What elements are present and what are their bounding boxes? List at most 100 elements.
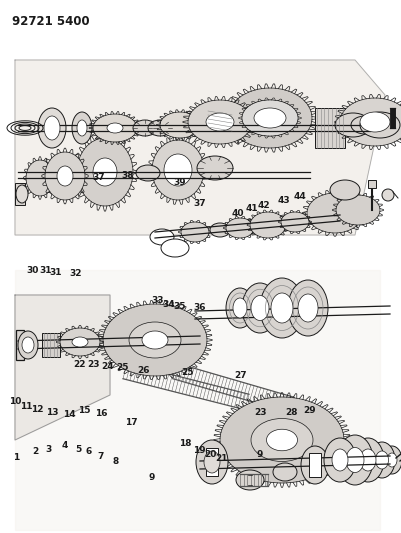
Ellipse shape	[360, 112, 390, 132]
Ellipse shape	[72, 112, 92, 144]
Ellipse shape	[330, 180, 360, 200]
Text: 31: 31	[40, 266, 53, 274]
Text: 25: 25	[181, 368, 194, 376]
Ellipse shape	[301, 446, 329, 484]
Ellipse shape	[26, 160, 54, 196]
Text: 42: 42	[257, 201, 270, 209]
Ellipse shape	[226, 288, 254, 328]
Ellipse shape	[233, 298, 247, 318]
Ellipse shape	[332, 449, 348, 471]
Ellipse shape	[44, 116, 60, 140]
Ellipse shape	[271, 293, 293, 323]
Text: 26: 26	[137, 366, 150, 375]
Ellipse shape	[72, 337, 88, 347]
Text: 8: 8	[112, 457, 119, 466]
Ellipse shape	[254, 108, 286, 128]
Ellipse shape	[150, 229, 174, 245]
Ellipse shape	[38, 108, 66, 148]
Ellipse shape	[45, 152, 85, 200]
Text: 37: 37	[92, 173, 105, 182]
Ellipse shape	[352, 438, 384, 482]
Text: 15: 15	[78, 407, 91, 415]
Ellipse shape	[107, 123, 123, 133]
Ellipse shape	[161, 239, 189, 257]
Ellipse shape	[57, 166, 73, 186]
Ellipse shape	[250, 212, 286, 238]
Text: 16: 16	[95, 409, 108, 417]
Text: 14: 14	[63, 410, 75, 419]
Ellipse shape	[77, 138, 133, 206]
Text: 23: 23	[87, 360, 99, 368]
Text: 9: 9	[148, 473, 155, 481]
Text: 38: 38	[121, 172, 134, 180]
Ellipse shape	[136, 165, 160, 181]
Text: 18: 18	[179, 440, 192, 448]
Ellipse shape	[160, 112, 200, 138]
Text: 43: 43	[277, 197, 290, 205]
Ellipse shape	[60, 328, 100, 356]
Polygon shape	[15, 270, 380, 530]
Ellipse shape	[324, 438, 356, 482]
Text: 23: 23	[254, 408, 267, 416]
Text: 17: 17	[125, 418, 138, 427]
Text: 30: 30	[27, 266, 39, 274]
Text: 39: 39	[173, 178, 186, 187]
Bar	[42, 333, 60, 357]
Text: 24: 24	[101, 362, 114, 371]
Ellipse shape	[340, 98, 401, 146]
Text: 40: 40	[231, 209, 244, 217]
Bar	[16, 330, 24, 360]
Ellipse shape	[260, 278, 304, 338]
Text: 12: 12	[30, 405, 43, 414]
Bar	[15, 183, 25, 205]
Ellipse shape	[242, 100, 298, 136]
Ellipse shape	[382, 189, 394, 201]
Text: 13: 13	[46, 408, 59, 416]
Text: 35: 35	[173, 302, 186, 311]
Ellipse shape	[220, 397, 344, 483]
Ellipse shape	[251, 295, 269, 320]
Ellipse shape	[236, 470, 264, 490]
Ellipse shape	[360, 112, 400, 138]
Ellipse shape	[206, 113, 234, 131]
Ellipse shape	[188, 100, 252, 144]
Text: 29: 29	[303, 407, 316, 415]
Ellipse shape	[281, 212, 309, 232]
Ellipse shape	[204, 451, 220, 473]
Ellipse shape	[387, 453, 397, 467]
Polygon shape	[15, 60, 385, 235]
Ellipse shape	[346, 448, 364, 472]
Ellipse shape	[337, 435, 373, 485]
Text: 10: 10	[9, 397, 21, 406]
Ellipse shape	[351, 116, 379, 134]
Ellipse shape	[242, 100, 298, 136]
Polygon shape	[15, 295, 110, 440]
Text: 20: 20	[204, 450, 216, 458]
Text: 31: 31	[49, 268, 62, 277]
Ellipse shape	[335, 113, 371, 137]
Bar	[206, 448, 218, 476]
Bar	[368, 180, 376, 188]
Ellipse shape	[273, 463, 297, 481]
Ellipse shape	[382, 446, 401, 474]
Ellipse shape	[298, 294, 318, 322]
Ellipse shape	[22, 337, 34, 353]
Ellipse shape	[336, 195, 380, 225]
Ellipse shape	[242, 283, 278, 333]
Ellipse shape	[288, 280, 328, 336]
Text: 7: 7	[98, 452, 104, 461]
Text: 33: 33	[151, 296, 164, 304]
Text: 25: 25	[116, 364, 129, 372]
Text: 92721 5400: 92721 5400	[12, 15, 90, 28]
Text: 4: 4	[62, 441, 68, 450]
Ellipse shape	[129, 322, 181, 358]
Text: 3: 3	[46, 445, 52, 454]
Text: 2: 2	[32, 448, 38, 456]
Text: 37: 37	[193, 199, 206, 207]
Ellipse shape	[360, 449, 376, 471]
Ellipse shape	[93, 114, 137, 142]
Ellipse shape	[196, 440, 228, 484]
Ellipse shape	[181, 222, 209, 242]
Text: 6: 6	[86, 448, 92, 456]
Text: 11: 11	[20, 402, 32, 410]
